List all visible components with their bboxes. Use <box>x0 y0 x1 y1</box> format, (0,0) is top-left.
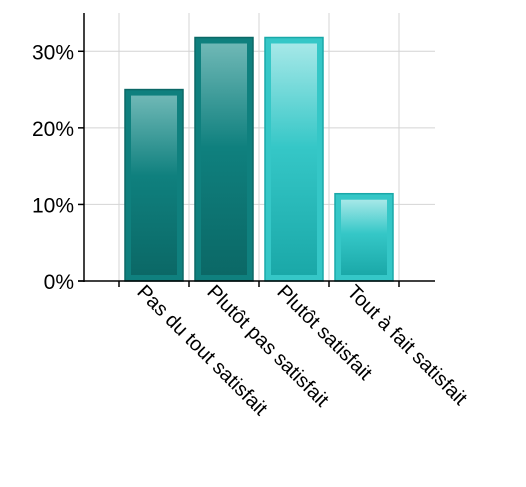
bar-inner-gradient <box>341 199 387 275</box>
bar-inner-gradient <box>201 43 247 276</box>
x-category-label: Plutôt pas satisfait <box>202 281 333 412</box>
y-tick-label: 10% <box>32 194 74 217</box>
y-tick-label: 30% <box>32 41 74 64</box>
y-tick-label: 20% <box>32 118 74 141</box>
bar <box>124 88 184 282</box>
axes <box>78 13 435 287</box>
y-tick-label: 0% <box>44 271 74 294</box>
bars <box>124 36 394 282</box>
bar <box>194 36 254 282</box>
x-category-label: Tout à fait satisfait <box>342 281 471 410</box>
x-category-label: Pas du tout satisfait <box>132 281 271 420</box>
bar-inner-gradient <box>131 95 177 275</box>
bar <box>264 36 324 282</box>
bar <box>334 192 394 282</box>
bar-inner-gradient <box>271 43 317 276</box>
